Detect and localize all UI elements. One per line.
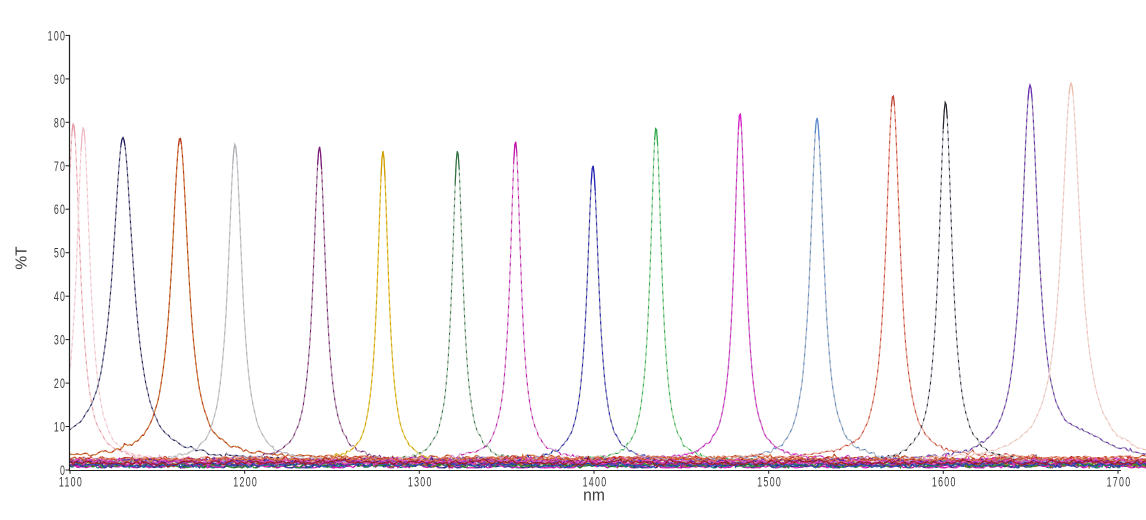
svg-text:40: 40	[54, 289, 66, 305]
svg-text:50: 50	[54, 246, 66, 262]
svg-text:1700: 1700	[1107, 474, 1132, 490]
svg-text:20: 20	[54, 376, 66, 392]
svg-text:10: 10	[54, 420, 66, 436]
svg-text:70: 70	[54, 159, 66, 175]
svg-text:1500: 1500	[757, 474, 782, 490]
svg-text:60: 60	[54, 202, 66, 218]
svg-text:1600: 1600	[932, 474, 957, 490]
svg-text:30: 30	[54, 333, 66, 349]
svg-text:100: 100	[48, 28, 67, 44]
svg-text:1400: 1400	[583, 474, 608, 490]
svg-text:80: 80	[54, 115, 66, 131]
svg-text:90: 90	[54, 72, 66, 88]
svg-text:1200: 1200	[233, 474, 258, 490]
svg-text:0: 0	[60, 463, 66, 479]
svg-text:1100: 1100	[59, 474, 83, 490]
svg-text:%T: %T	[14, 246, 31, 270]
svg-text:1300: 1300	[408, 474, 433, 490]
svg-text:nm: nm	[583, 486, 605, 505]
